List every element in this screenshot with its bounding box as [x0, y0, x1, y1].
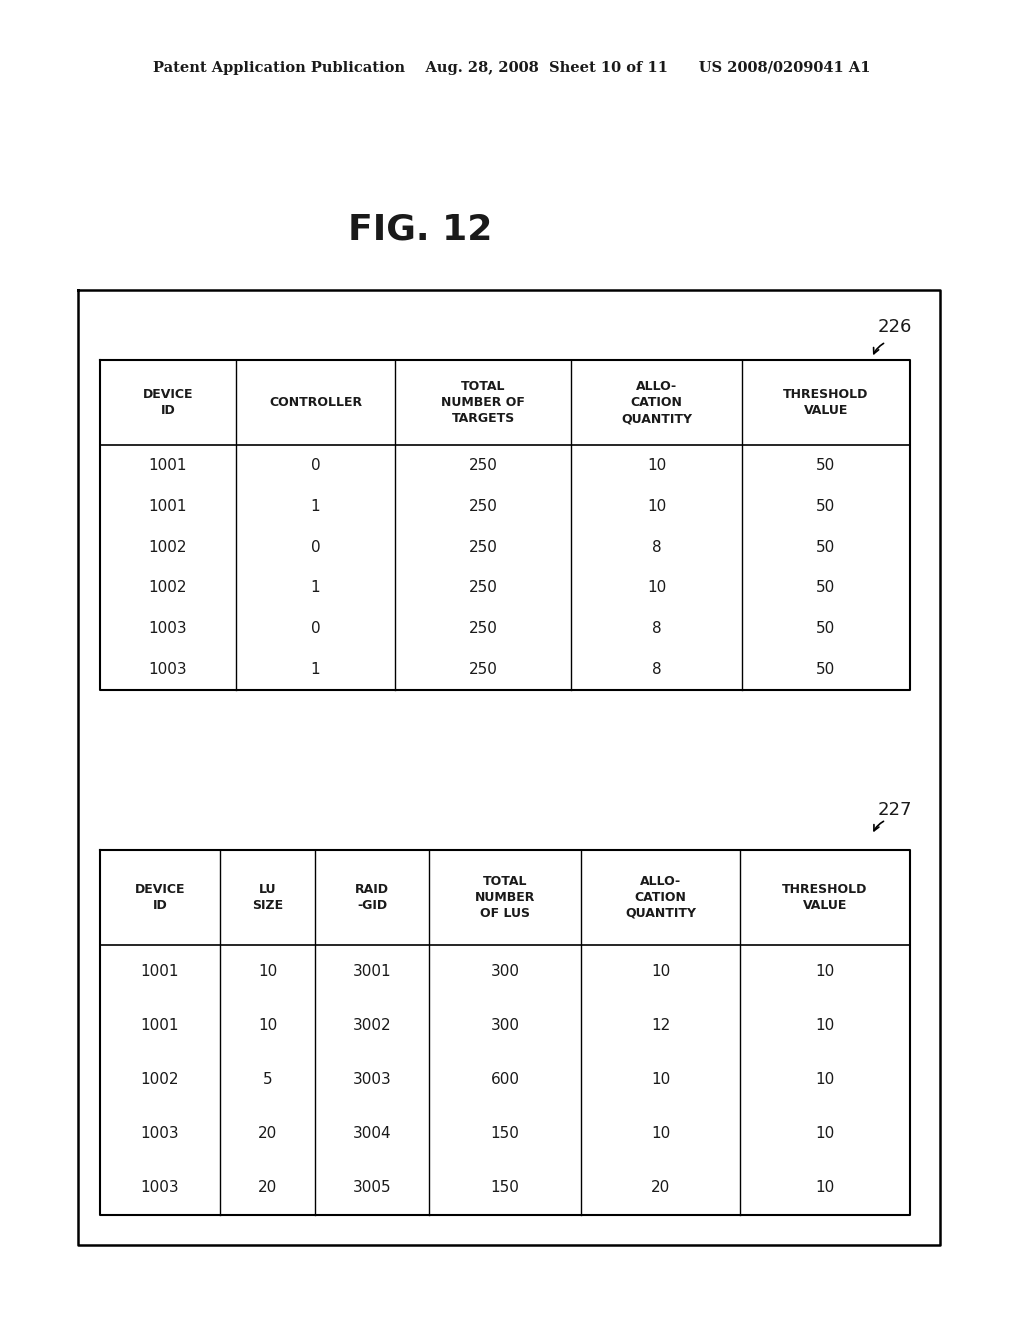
Text: 50: 50 [816, 581, 836, 595]
Text: 0: 0 [310, 458, 321, 473]
Text: 10: 10 [647, 581, 666, 595]
Text: 1003: 1003 [148, 622, 187, 636]
Text: 10: 10 [815, 965, 835, 979]
Text: 10: 10 [815, 1180, 835, 1196]
Text: DEVICE
ID: DEVICE ID [135, 883, 185, 912]
Text: 8: 8 [651, 540, 662, 554]
Text: 8: 8 [651, 622, 662, 636]
Text: 8: 8 [651, 663, 662, 677]
Text: 1001: 1001 [140, 1019, 179, 1034]
Text: 3004: 3004 [353, 1126, 391, 1142]
Text: 20: 20 [258, 1126, 278, 1142]
Text: 0: 0 [310, 622, 321, 636]
Text: 3002: 3002 [353, 1019, 391, 1034]
Text: 227: 227 [878, 801, 912, 818]
Text: 1002: 1002 [148, 540, 187, 554]
Text: 1001: 1001 [140, 965, 179, 979]
Text: 1002: 1002 [140, 1072, 179, 1088]
Text: 1003: 1003 [140, 1180, 179, 1196]
Text: 10: 10 [258, 965, 278, 979]
Text: 250: 250 [469, 458, 498, 473]
Text: 300: 300 [490, 1019, 519, 1034]
Text: 10: 10 [258, 1019, 278, 1034]
Text: 50: 50 [816, 540, 836, 554]
Text: Patent Application Publication    Aug. 28, 2008  Sheet 10 of 11      US 2008/020: Patent Application Publication Aug. 28, … [154, 61, 870, 75]
Text: 50: 50 [816, 663, 836, 677]
Text: 10: 10 [815, 1126, 835, 1142]
Text: 250: 250 [469, 663, 498, 677]
Text: 3001: 3001 [353, 965, 391, 979]
Text: 150: 150 [490, 1126, 519, 1142]
Text: 50: 50 [816, 622, 836, 636]
Text: THRESHOLD
VALUE: THRESHOLD VALUE [783, 388, 868, 417]
Text: THRESHOLD
VALUE: THRESHOLD VALUE [782, 883, 867, 912]
Text: 1: 1 [310, 499, 321, 513]
Text: 1003: 1003 [140, 1126, 179, 1142]
Text: 1: 1 [310, 663, 321, 677]
Text: RAID
-GID: RAID -GID [355, 883, 389, 912]
Text: 1003: 1003 [148, 663, 187, 677]
Text: LU
SIZE: LU SIZE [252, 883, 284, 912]
Text: 600: 600 [490, 1072, 519, 1088]
Text: 5: 5 [263, 1072, 272, 1088]
Text: 300: 300 [490, 965, 519, 979]
Text: 10: 10 [647, 458, 666, 473]
Text: 226: 226 [878, 318, 912, 337]
Text: 20: 20 [258, 1180, 278, 1196]
Text: ALLO-
CATION
QUANTITY: ALLO- CATION QUANTITY [625, 875, 696, 920]
Text: 10: 10 [647, 499, 666, 513]
Text: 10: 10 [651, 1126, 670, 1142]
Text: 10: 10 [651, 965, 670, 979]
Text: ALLO-
CATION
QUANTITY: ALLO- CATION QUANTITY [621, 380, 692, 425]
Text: 0: 0 [310, 540, 321, 554]
Text: 20: 20 [651, 1180, 670, 1196]
Text: 50: 50 [816, 499, 836, 513]
Text: 250: 250 [469, 540, 498, 554]
Text: 150: 150 [490, 1180, 519, 1196]
Text: 10: 10 [651, 1072, 670, 1088]
Text: 250: 250 [469, 499, 498, 513]
Text: 50: 50 [816, 458, 836, 473]
Text: DEVICE
ID: DEVICE ID [142, 388, 194, 417]
Text: 1002: 1002 [148, 581, 187, 595]
Text: TOTAL
NUMBER
OF LUS: TOTAL NUMBER OF LUS [475, 875, 536, 920]
Text: 12: 12 [651, 1019, 670, 1034]
Text: 1: 1 [310, 581, 321, 595]
Text: CONTROLLER: CONTROLLER [269, 396, 362, 409]
Text: 1001: 1001 [148, 458, 187, 473]
Text: 10: 10 [815, 1019, 835, 1034]
Text: 250: 250 [469, 581, 498, 595]
Text: 250: 250 [469, 622, 498, 636]
Text: FIG. 12: FIG. 12 [348, 213, 493, 247]
Text: 3005: 3005 [353, 1180, 391, 1196]
Text: 1001: 1001 [148, 499, 187, 513]
Text: 10: 10 [815, 1072, 835, 1088]
Text: 3003: 3003 [353, 1072, 391, 1088]
Text: TOTAL
NUMBER OF
TARGETS: TOTAL NUMBER OF TARGETS [441, 380, 525, 425]
